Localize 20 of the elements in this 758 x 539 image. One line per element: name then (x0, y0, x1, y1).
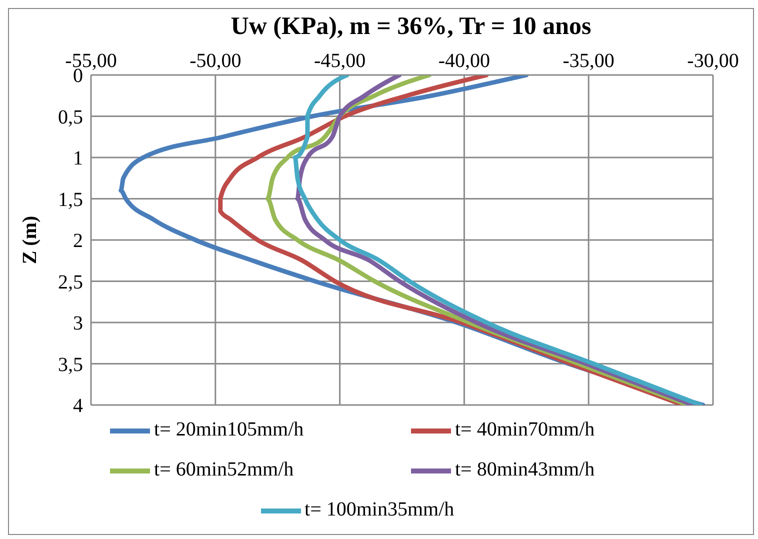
y-tick-label: 1,5 (58, 188, 83, 211)
legend-label: t= 40min70mm/h (455, 418, 595, 441)
x-tick-label: -50,00 (190, 50, 242, 72)
legend-label: t= 80min43mm/h (455, 458, 595, 481)
y-tick-label: 2,5 (58, 271, 83, 294)
y-tick-label: 4 (73, 395, 83, 418)
y-tick-label: 3,5 (58, 354, 83, 376)
legend-label: t= 20min105mm/h (154, 418, 304, 441)
x-tick-label: -35,00 (562, 50, 614, 72)
y-tick-label: 0,5 (58, 106, 83, 128)
y-tick-label: 1 (73, 148, 83, 170)
y-tick-label: 2 (73, 230, 83, 252)
x-tick-label: -30,00 (687, 50, 739, 72)
legend-label: t= 100min35mm/h (304, 498, 454, 521)
y-tick-label: 3 (73, 312, 83, 335)
chart-title: Uw (KPa), m = 36%, Tr = 10 anos (230, 13, 592, 41)
legend-label: t= 60min52mm/h (154, 458, 294, 481)
y-axis-title: Z (m) (19, 216, 42, 264)
x-tick-label: -45,00 (314, 50, 366, 72)
x-tick-label: -40,00 (438, 50, 490, 72)
